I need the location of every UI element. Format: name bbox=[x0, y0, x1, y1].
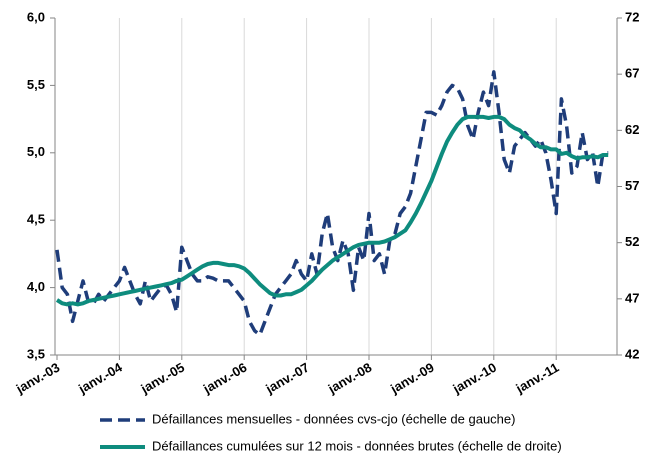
y2-tick-label: 42 bbox=[625, 346, 639, 361]
y2-tick-label: 62 bbox=[625, 122, 639, 137]
legend-label: Défaillances mensuelles - données cvs-cj… bbox=[152, 411, 515, 426]
y-tick-label: 5,5 bbox=[27, 77, 45, 92]
x-tick-label: janv.-03 bbox=[13, 360, 62, 397]
x-tick-label: janv.-04 bbox=[75, 359, 125, 397]
series-line bbox=[55, 70, 609, 337]
y2-tick-label: 57 bbox=[625, 178, 639, 193]
y-tick-label: 6,0 bbox=[27, 9, 45, 24]
series-line bbox=[55, 114, 609, 307]
x-tick-label: janv.-10 bbox=[450, 360, 499, 397]
y-tick-label: 4,5 bbox=[27, 212, 45, 227]
x-tick-label: janv.-07 bbox=[262, 360, 311, 397]
y2-tick-label: 47 bbox=[625, 290, 639, 305]
y2-tick-label: 72 bbox=[625, 9, 639, 24]
y-tick-label: 4,0 bbox=[27, 279, 45, 294]
x-tick-label: janv.-05 bbox=[138, 360, 187, 397]
y-tick-label: 3,5 bbox=[27, 346, 45, 361]
x-tick-label: janv.-11 bbox=[513, 360, 562, 397]
y2-tick-label: 52 bbox=[625, 234, 639, 249]
y2-tick-label: 67 bbox=[625, 66, 639, 81]
legend-label: Défaillances cumulées sur 12 mois - donn… bbox=[152, 438, 562, 453]
x-tick-label: janv.-06 bbox=[200, 360, 249, 397]
x-tick-label: janv.-08 bbox=[325, 360, 374, 397]
x-tick-label: janv.-09 bbox=[387, 360, 436, 397]
y-tick-label: 5,0 bbox=[27, 144, 45, 159]
